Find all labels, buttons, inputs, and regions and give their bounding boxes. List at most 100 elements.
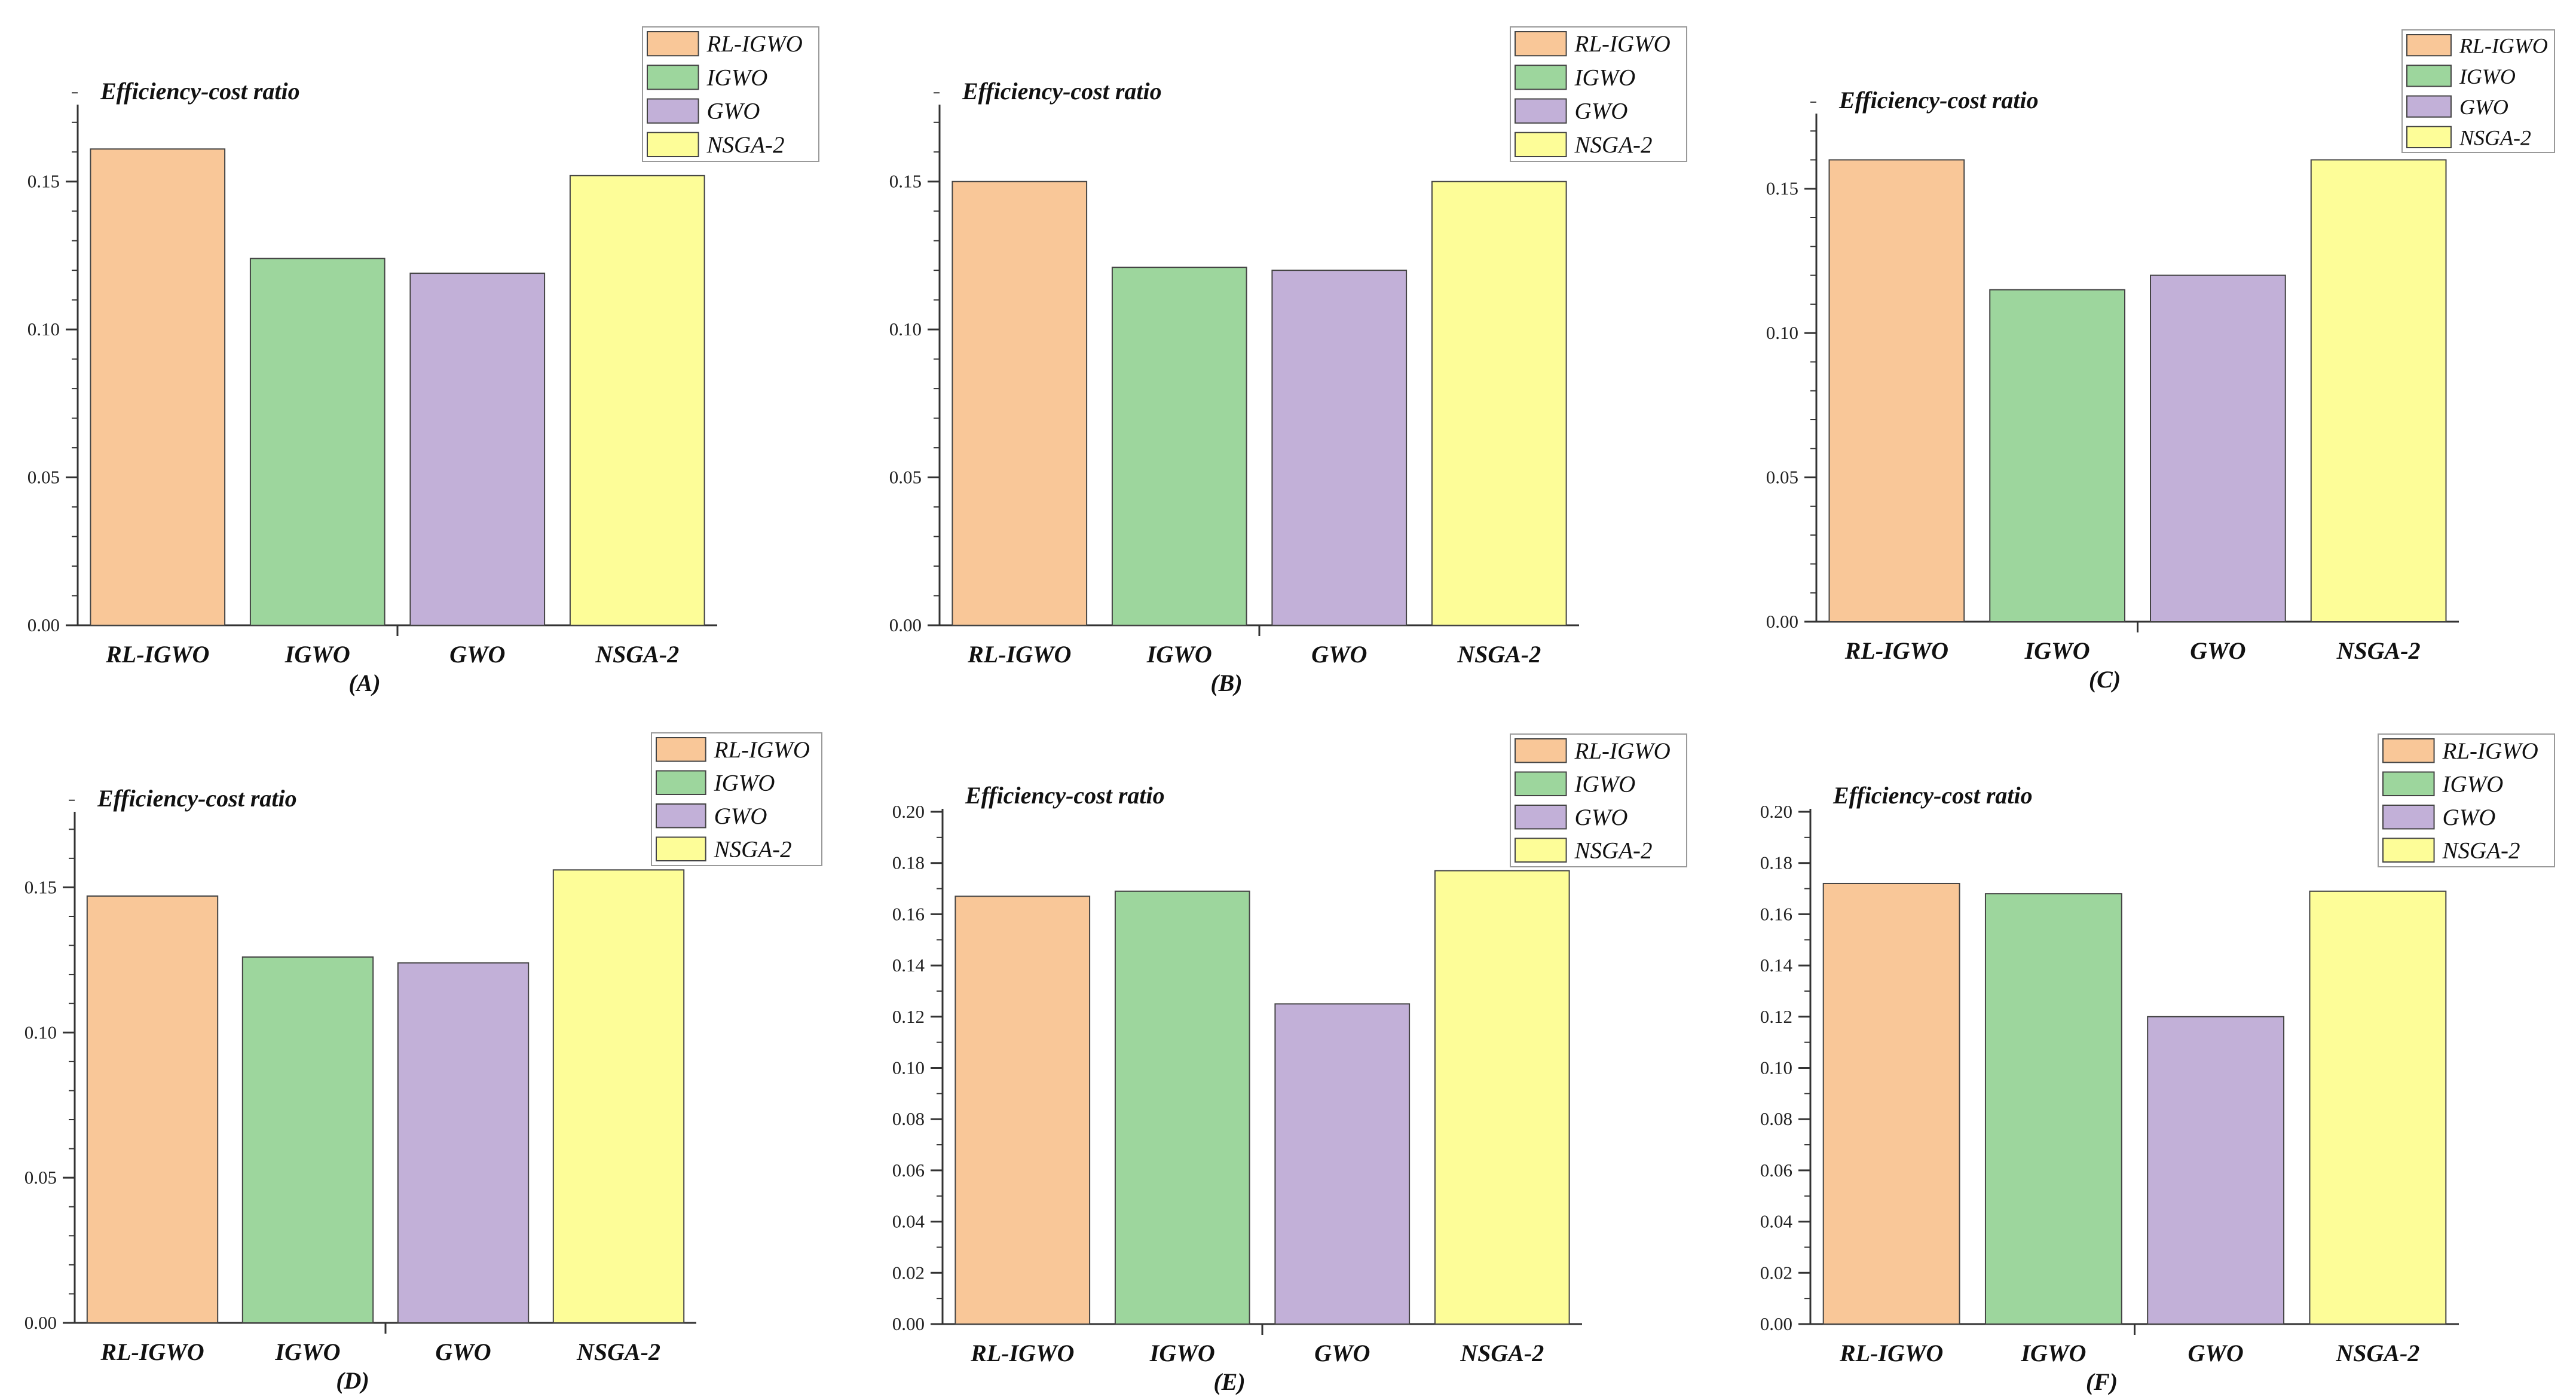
bar-gwo — [409, 273, 546, 626]
x-tick-label: GWO — [2188, 1340, 2243, 1367]
legend-label-nsga-2: NSGA-2 — [1574, 132, 1653, 158]
y-tick-label: 0.18 — [1760, 852, 1792, 873]
y-tick-label: 0.00 — [889, 615, 922, 635]
y-tick-label: 0.02 — [1760, 1262, 1792, 1283]
x-tick-label: IGWO — [284, 641, 350, 668]
chart-title: Efficiency-cost ratio — [962, 78, 1162, 105]
legend-label-nsga-2: NSGA-2 — [714, 836, 792, 862]
y-tick-label: 0.05 — [27, 467, 60, 488]
x-tick-label: IGWO — [275, 1338, 341, 1365]
legend-label-rl-igwo: RL-IGWO — [2459, 34, 2548, 58]
y-tick-label: 0.00 — [1760, 1313, 1792, 1334]
y-tick-label: 0.05 — [1766, 467, 1798, 488]
bar-nsga-2 — [569, 175, 705, 626]
x-tick-label: IGWO — [2020, 1340, 2086, 1367]
y-tick-label: 0.10 — [892, 1057, 925, 1078]
bar-rl-igwo — [954, 895, 1091, 1325]
legend-swatch-nsga-2 — [2382, 837, 2435, 863]
panel-label: (E) — [1213, 1368, 1245, 1395]
y-tick-label: 0.15 — [25, 876, 57, 897]
y-tick-label: 0.00 — [892, 1313, 925, 1334]
bar-rl-igwo — [1828, 159, 1965, 622]
legend-label-nsga-2: NSGA-2 — [2442, 837, 2520, 863]
x-tick-label: NSGA-2 — [2335, 1340, 2419, 1367]
y-tick-label: 0.08 — [1760, 1108, 1792, 1129]
y-tick-label: 0.15 — [1766, 178, 1798, 199]
bar-igwo — [1111, 267, 1247, 626]
legend-swatch-rl-igwo — [647, 31, 699, 57]
x-tick-label: RL-IGWO — [967, 641, 1071, 668]
bar-igwo — [1984, 893, 2122, 1325]
y-tick-label: 0.16 — [892, 903, 925, 924]
chart-panel-d: 0.00 0.05 0.10 0.15 Efficiency-cost ratio RL-… — [25, 732, 822, 1394]
y-tick-label: 0.04 — [1760, 1211, 1793, 1232]
legend-swatch-igwo — [1515, 65, 1567, 90]
legend-label-igwo: IGWO — [2459, 65, 2516, 88]
legend-swatch-gwo — [2382, 805, 2435, 830]
legend-swatch-igwo — [1515, 771, 1567, 796]
chart-panel-b: 0.00 0.05 0.10 0.15 Efficiency-cost ratio RL-… — [889, 26, 1687, 696]
bar-rl-igwo — [1822, 882, 1960, 1325]
y-tick-label: 0.20 — [1760, 801, 1792, 822]
y-tick-label: 0.15 — [889, 171, 922, 192]
legend-label-igwo: IGWO — [2442, 771, 2504, 797]
y-tick-label: 0.10 — [27, 319, 60, 340]
panel-label: (A) — [348, 670, 380, 696]
bar-rl-igwo — [86, 895, 219, 1323]
y-tick-label: 0.00 — [27, 615, 60, 635]
legend-label-rl-igwo: RL-IGWO — [706, 31, 803, 57]
y-tick-label: 0.16 — [1760, 903, 1792, 924]
y-tick-label: 0.10 — [889, 319, 922, 340]
x-tick-label: GWO — [1314, 1340, 1370, 1367]
legend-label-igwo: IGWO — [706, 65, 768, 90]
chart-title: Efficiency-cost ratio — [97, 785, 297, 812]
chart-panel-f: 0.00 0.02 0.04 0.06 0.08 0.10 0.12 0.14 0.16 0.18… — [1760, 733, 2555, 1395]
x-tick-label: RL-IGWO — [100, 1338, 204, 1365]
x-tick-label: GWO — [449, 641, 505, 668]
bar-nsga-2 — [1434, 870, 1570, 1325]
chart-panel-e: 0.00 0.02 0.04 0.06 0.08 0.10 0.12 0.14 0.16 0.18… — [892, 733, 1687, 1395]
bar-nsga-2 — [1431, 181, 1567, 626]
legend-swatch-igwo — [2382, 771, 2435, 796]
y-tick-label: 0.06 — [892, 1160, 925, 1181]
legend-label-gwo: GWO — [714, 803, 767, 829]
legend-label-gwo: GWO — [707, 99, 760, 124]
legend-label-rl-igwo: RL-IGWO — [1574, 31, 1671, 57]
panel-label: (F) — [2086, 1368, 2118, 1395]
legend-swatch-gwo — [656, 803, 706, 829]
y-tick-label: 0.12 — [1760, 1006, 1792, 1027]
y-tick-label: 0.05 — [889, 467, 922, 488]
x-tick-label: NSGA-2 — [1460, 1340, 1544, 1367]
x-tick-label: GWO — [1311, 641, 1367, 668]
y-tick-label: 0.08 — [892, 1108, 925, 1129]
x-tick-label: GWO — [435, 1338, 491, 1365]
legend-swatch-igwo — [647, 65, 699, 90]
bar-nsga-2 — [2310, 159, 2447, 622]
bar-rl-igwo — [90, 148, 226, 626]
legend-label-nsga-2: NSGA-2 — [2459, 126, 2531, 149]
legend-label-gwo: GWO — [1575, 99, 1628, 124]
chart-title: Efficiency-cost ratio — [965, 782, 1165, 809]
legend-swatch-nsga-2 — [2406, 126, 2452, 148]
x-tick-label: RL-IGWO — [970, 1340, 1074, 1367]
legend-swatch-igwo — [656, 770, 706, 795]
x-tick-label: NSGA-2 — [1457, 641, 1541, 668]
bar-nsga-2 — [2309, 890, 2447, 1325]
y-tick-label: 0.04 — [892, 1211, 925, 1232]
x-tick-label: GWO — [2190, 637, 2245, 664]
x-tick-label: RL-IGWO — [105, 641, 209, 668]
bar-igwo — [249, 258, 386, 626]
legend-swatch-rl-igwo — [1515, 738, 1567, 763]
panel-label: (B) — [1210, 670, 1242, 696]
y-tick-label: 0.18 — [892, 852, 925, 873]
y-tick-label: 0.00 — [1766, 611, 1798, 632]
legend-label-gwo: GWO — [1575, 805, 1628, 830]
legend-label-igwo: IGWO — [714, 770, 775, 796]
x-tick-label: NSGA-2 — [2336, 637, 2421, 664]
bar-igwo — [1989, 289, 2125, 622]
chart-panel-a: 0.00 0.05 0.10 0.15 Efficiency-cost ratio RL-… — [27, 26, 819, 696]
bar-nsga-2 — [552, 869, 685, 1323]
y-tick-label: 0.00 — [25, 1312, 57, 1333]
y-tick-label: 0.10 — [1760, 1057, 1792, 1078]
